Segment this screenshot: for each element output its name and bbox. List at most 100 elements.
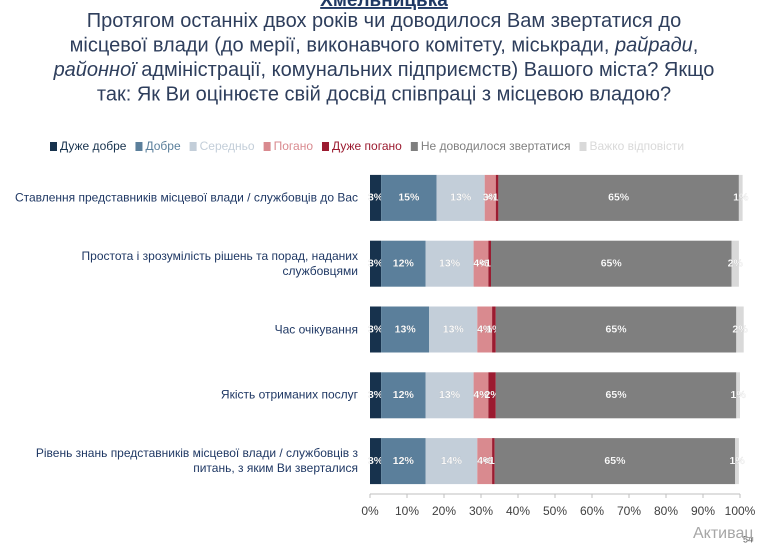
- bar-segment: [425, 372, 474, 419]
- value-label: 65%: [606, 323, 628, 335]
- bar-segment: [429, 306, 478, 353]
- bar-segment: [473, 372, 489, 419]
- category-label: Ставлення представників місцевої влади /…: [14, 190, 358, 205]
- value-label: 14%: [441, 455, 463, 467]
- x-tick-label: 100%: [725, 504, 756, 518]
- legend-swatch: [410, 142, 418, 151]
- x-tick-label: 0%: [361, 504, 379, 518]
- x-tick-label: 80%: [654, 504, 678, 518]
- bar-segment: [370, 438, 382, 485]
- value-label: 4%: [473, 257, 489, 269]
- bar-segment: [495, 174, 499, 221]
- title-line: місцевої влади (до мерії, виконавчого ко…: [70, 35, 699, 57]
- legend-swatch: [263, 142, 271, 151]
- x-tick-label: 30%: [469, 504, 493, 518]
- bar-segment: [488, 372, 496, 419]
- plot: 0% 10% 20% 30% 40% 50% 60% 70% 80% 90% 100% 3% 15% 13…: [361, 174, 756, 518]
- value-label: 15%: [398, 192, 420, 204]
- bar-segment: [381, 240, 426, 287]
- value-label: 13%: [443, 323, 465, 335]
- x-tick-label: 90%: [691, 504, 715, 518]
- value-label: 3%: [368, 323, 384, 335]
- value-label: 12%: [393, 455, 415, 467]
- category-label: Якість отриманих послуг: [220, 387, 358, 402]
- chart-title: Протягом останніх двох років чи доводило…: [53, 10, 715, 106]
- bar-segment: [381, 306, 430, 353]
- bar-segment: [738, 174, 743, 221]
- legend-label: Погано: [274, 139, 314, 153]
- legend-label: Дуже погано: [332, 139, 402, 153]
- value-label: 4%: [473, 389, 489, 401]
- legend-label: Дуже добре: [60, 139, 127, 153]
- bar-segment: [735, 438, 739, 485]
- bar-segment: [490, 240, 732, 287]
- title-line: Протягом останніх двох років чи доводило…: [87, 10, 681, 32]
- bar-segment: [370, 174, 382, 221]
- value-label: 3%: [368, 455, 384, 467]
- bar-segment: [477, 306, 493, 353]
- title-line: так: Як Ви оцінюєте свій досвід співпрац…: [97, 84, 671, 106]
- x-tick-label: 20%: [432, 504, 456, 518]
- bar-segment: [484, 174, 496, 221]
- value-label: 4%: [477, 323, 493, 335]
- bar-segment: [381, 174, 437, 221]
- bar-segment: [498, 174, 739, 221]
- legend-swatch: [579, 142, 587, 151]
- bar-segment: [731, 240, 739, 287]
- bar-segment: [381, 372, 426, 419]
- x-tick-label: 50%: [543, 504, 567, 518]
- value-label: 65%: [606, 389, 628, 401]
- bar-segment: [495, 372, 737, 419]
- legend-swatch: [50, 142, 57, 151]
- bar-segment: [495, 306, 737, 353]
- bar-segment: [370, 240, 382, 287]
- category-label: Простота і зрозумілість рішень та порад,…: [81, 248, 358, 278]
- bar-segment: [494, 438, 736, 485]
- legend: Дуже добре Добре Середньо Погано Дуже погано…: [50, 139, 684, 153]
- value-label: 3%: [368, 389, 384, 401]
- bar-segment: [436, 174, 485, 221]
- bar-segment: [370, 372, 382, 419]
- value-label: 12%: [393, 257, 415, 269]
- value-label: 65%: [608, 192, 630, 204]
- header: Хмельницька: [320, 0, 448, 11]
- value-label: 13%: [395, 323, 417, 335]
- value-label: 12%: [393, 389, 415, 401]
- legend-label: Не доводилося звертатися: [421, 139, 571, 153]
- title-segment: адміністрації, комунальних підприємств) …: [136, 59, 715, 81]
- value-label: 65%: [601, 257, 623, 269]
- legend-swatch: [322, 142, 329, 151]
- value-label: 2%: [728, 257, 744, 269]
- value-label: 1%: [733, 192, 749, 204]
- title-segment: ,: [693, 35, 699, 57]
- x-tick-label: 60%: [580, 504, 604, 518]
- legend-swatch: [135, 142, 143, 151]
- legend-swatch: [189, 142, 197, 151]
- title-line: районної адміністрації, комунальних підп…: [53, 59, 715, 81]
- value-label: 3%: [368, 257, 384, 269]
- bar-segment: [370, 306, 382, 353]
- value-label: 65%: [604, 455, 626, 467]
- page-number: 54: [743, 534, 753, 544]
- legend-label: Важко відповісти: [589, 139, 684, 153]
- bar-segment: [492, 306, 496, 353]
- category-label: Рівень знань представників місцевої влад…: [35, 446, 358, 476]
- legend-label: Добре: [145, 139, 180, 153]
- title-segment: райради: [614, 35, 693, 57]
- value-label: 1%: [729, 455, 745, 467]
- title-segment: так: Як Ви оцінюєте свій досвід співпрац…: [97, 84, 671, 106]
- legend-label: Середньо: [200, 139, 255, 153]
- value-label: 13%: [450, 192, 472, 204]
- value-label: 13%: [439, 389, 461, 401]
- watermark: Активац: [693, 525, 754, 542]
- bar-segment: [473, 240, 489, 287]
- bar-segment: [736, 306, 744, 353]
- x-tick-label: 70%: [617, 504, 641, 518]
- title-segment: районної: [53, 59, 139, 81]
- bar-segment: [425, 240, 474, 287]
- value-label: 3%: [483, 192, 499, 204]
- value-label: 1%: [731, 389, 747, 401]
- category-label: Час очікування: [274, 322, 358, 336]
